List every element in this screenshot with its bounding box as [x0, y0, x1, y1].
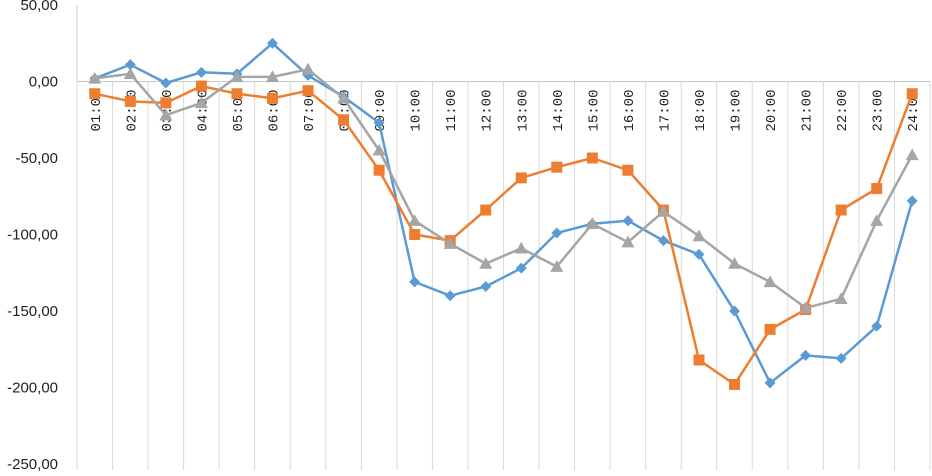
data-point — [88, 71, 102, 84]
data-point — [266, 37, 278, 49]
data-point — [871, 320, 883, 332]
x-tick-label: 16:00 — [622, 90, 638, 132]
x-tick-label: 21:00 — [800, 90, 816, 132]
data-point — [515, 172, 527, 184]
x-tick-label: 13:00 — [515, 90, 531, 132]
y-tick-label: 0,00 — [29, 74, 58, 91]
x-tick-label: 23:00 — [871, 90, 887, 132]
y-tick-label: -200,00 — [7, 380, 58, 397]
data-point — [800, 349, 812, 361]
data-point — [480, 204, 492, 216]
data-point — [586, 152, 598, 164]
data-point — [764, 323, 776, 335]
data-point — [266, 92, 278, 104]
series-2-line — [94, 84, 914, 386]
data-point — [657, 235, 669, 247]
data-point — [728, 257, 742, 269]
data-point — [443, 237, 457, 249]
data-point — [835, 352, 847, 364]
y-axis: 50,00 0,00 -50,00 -100,00 -150,00 -200,00 -250… — [7, 0, 78, 473]
data-point — [409, 229, 421, 240]
y-tick-label: -50,00 — [15, 150, 58, 167]
y-tick-label: -100,00 — [7, 227, 58, 244]
data-point — [159, 108, 173, 121]
data-point — [764, 377, 776, 389]
data-point — [551, 161, 563, 173]
series-1-line — [94, 42, 914, 385]
data-point — [585, 217, 599, 229]
y-tick-label: -150,00 — [7, 303, 58, 320]
data-point — [338, 114, 350, 126]
data-point — [160, 77, 172, 89]
data-point — [656, 205, 670, 217]
data-point — [373, 117, 385, 129]
data-point — [373, 164, 385, 176]
data-point — [265, 70, 279, 83]
data-point — [834, 292, 848, 304]
data-point — [480, 281, 492, 293]
data-point — [551, 227, 563, 239]
x-tick-label: 12:00 — [480, 89, 496, 131]
data-point — [906, 195, 918, 207]
x-axis: 01:00 02:00 03:00 04:00 05:00 06:00 07:00 08:00… — [76, 81, 931, 470]
data-point — [871, 183, 883, 195]
x-tick-label: 14:00 — [551, 90, 567, 132]
data-point — [906, 88, 918, 100]
data-point — [799, 301, 813, 314]
series-layer — [88, 37, 919, 390]
data-point — [302, 85, 314, 97]
data-point — [160, 97, 172, 109]
y-tick-label: 50,00 — [20, 0, 58, 14]
data-point — [195, 66, 207, 78]
data-point — [123, 67, 137, 80]
x-tick-label: 02:00 — [124, 90, 140, 132]
data-point — [621, 235, 635, 248]
data-point — [692, 229, 706, 242]
series-3 — [88, 62, 919, 314]
data-point — [124, 95, 136, 107]
data-point — [444, 290, 456, 302]
x-tick-label: 07:00 — [302, 90, 318, 132]
data-point — [870, 214, 884, 226]
data-point — [194, 96, 208, 109]
data-point — [408, 214, 422, 226]
x-tick-label: 11:00 — [444, 90, 460, 132]
data-point — [835, 204, 847, 216]
data-point — [622, 164, 634, 176]
data-point — [409, 276, 421, 288]
series-1 — [89, 37, 918, 389]
data-point — [693, 354, 705, 366]
data-point — [729, 305, 741, 317]
data-point — [479, 257, 493, 269]
data-point — [301, 62, 315, 75]
x-tick-label: 10:00 — [409, 90, 425, 132]
data-point — [763, 275, 777, 288]
x-tick-label: 18:00 — [693, 90, 709, 132]
data-point — [550, 260, 564, 272]
data-point — [372, 143, 386, 156]
x-tick-label: 17:00 — [657, 90, 673, 132]
data-point — [124, 59, 136, 71]
data-point — [515, 262, 527, 274]
x-tick-label: 01:00 — [89, 90, 105, 132]
data-point — [729, 378, 741, 390]
x-tick-label: 19:00 — [729, 90, 745, 132]
data-point — [89, 88, 101, 100]
data-point — [693, 248, 705, 260]
data-point — [905, 148, 919, 161]
data-point — [514, 241, 528, 254]
x-tick-label: 05:00 — [231, 90, 247, 132]
x-tick-label: 22:00 — [835, 90, 851, 132]
x-tick-label: 15:00 — [586, 90, 602, 132]
y-tick-label: -250,00 — [7, 456, 58, 473]
data-point — [195, 80, 207, 92]
data-point — [337, 91, 351, 104]
data-point — [230, 70, 244, 83]
x-tick-label: 20:00 — [764, 90, 780, 132]
data-point — [231, 88, 243, 100]
data-point — [622, 215, 634, 227]
